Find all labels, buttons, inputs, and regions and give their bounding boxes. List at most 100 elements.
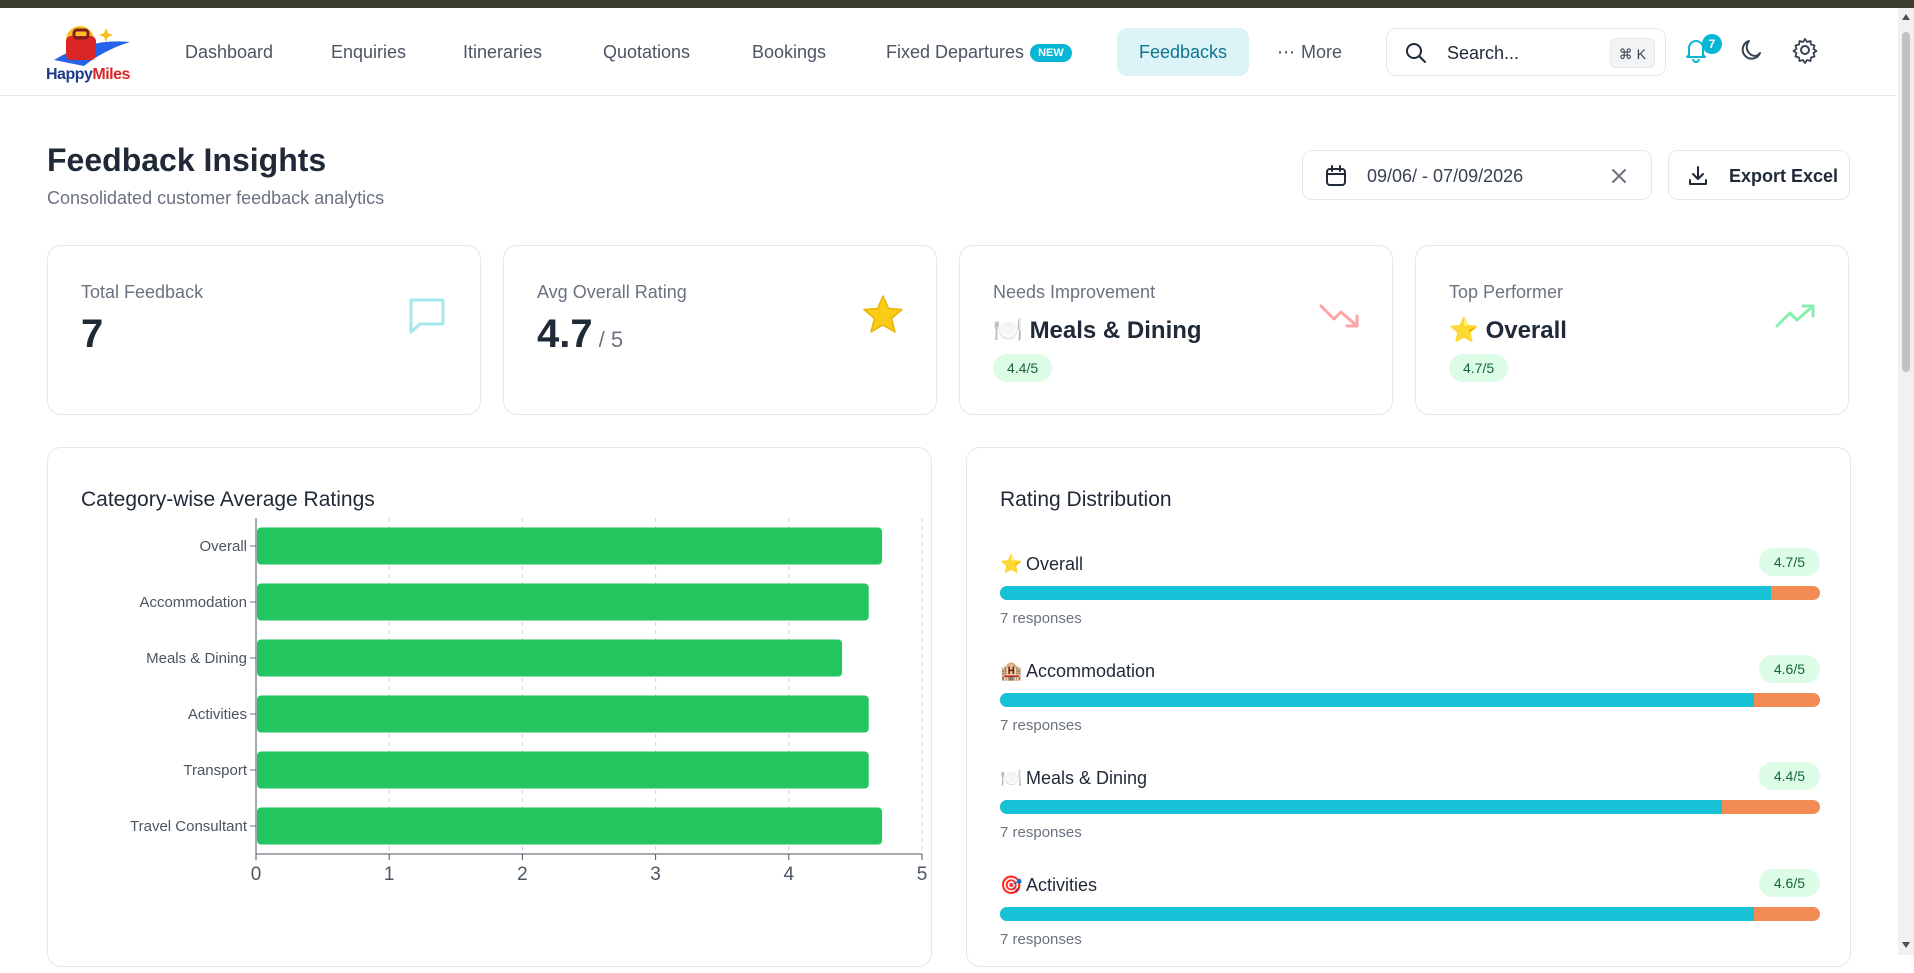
distribution-row-rating: 4.6/5 <box>1758 655 1820 683</box>
rating-distribution-panel: Rating Distribution ⭐ Overall 4.7/5 7 res… <box>966 447 1851 967</box>
chart-category-label: Transport <box>183 762 247 779</box>
category-ratings-panel: Category-wise Average Ratings Overall Acc… <box>47 447 932 967</box>
needs-improvement-card: Needs Improvement 🍽️ Meals & Dining 4.4/… <box>959 245 1393 415</box>
distribution-bar-fill <box>1000 586 1771 600</box>
notification-count-badge: 7 <box>1702 34 1722 54</box>
distribution-row-activities: 🎯 Activities 4.6/5 7 responses <box>1000 869 1820 973</box>
chart-x-tick-label: 2 <box>517 864 528 885</box>
export-excel-button[interactable]: Export Excel <box>1668 150 1850 200</box>
moon-icon <box>1741 40 1761 60</box>
distribution-row-name: 🍽️ Meals & Dining <box>1000 766 1147 790</box>
trending-down-icon <box>1319 304 1359 328</box>
nav-quotations[interactable]: Quotations <box>603 42 691 62</box>
nav-fixed-departures[interactable]: Fixed Departures NEW <box>864 28 1094 76</box>
more-dots-icon: ⋯ <box>1277 42 1295 62</box>
notifications-button[interactable] <box>1682 36 1714 68</box>
export-excel-label: Export Excel <box>1729 166 1839 186</box>
date-range-picker[interactable]: 09/06/ - 07/09/2026 <box>1302 150 1652 200</box>
category-ratings-title: Category-wise Average Ratings <box>81 488 375 511</box>
chart-x-tick-label: 5 <box>917 864 928 885</box>
dining-icon: 🍽️ <box>1000 768 1023 788</box>
avg-rating-value: 4.7/ 5 <box>537 312 623 357</box>
chart-bar <box>257 639 843 677</box>
nav-bookings[interactable]: Bookings <box>752 42 827 62</box>
chart-bar <box>257 583 869 621</box>
search-shortcut: ⌘ K <box>1609 38 1655 68</box>
distribution-row-responses: 7 responses <box>1000 717 1082 734</box>
needs-improvement-category-name: Meals & Dining <box>1029 317 1202 344</box>
top-star-icon: ⭐ <box>1449 317 1479 344</box>
chart-category-label: Accommodation <box>139 594 247 611</box>
message-square-icon <box>409 298 445 334</box>
window-top-strip <box>0 0 1914 8</box>
page-subtitle: Consolidated customer feedback analytics <box>47 188 385 208</box>
settings-button[interactable] <box>1791 36 1823 68</box>
total-feedback-label: Total Feedback <box>81 282 204 302</box>
category-ratings-chart: Overall Accommodation Meals & Dining Activi… <box>130 518 928 885</box>
nav-dashboard[interactable]: Dashboard <box>185 42 274 62</box>
distribution-row-rating: 4.4/5 <box>1758 762 1820 790</box>
search-placeholder: Search... <box>1447 43 1520 63</box>
scrollbar-thumb[interactable] <box>1902 32 1910 372</box>
distribution-row-rating: 4.7/5 <box>1758 548 1820 576</box>
nav-enquiries[interactable]: Enquiries <box>331 42 407 62</box>
star-icon <box>863 295 903 333</box>
total-feedback-value: 7 <box>81 312 104 356</box>
chart-x-tick-label: 0 <box>251 864 262 885</box>
top-navbar: HappyMiles Dashboard Enquiries Itinerari… <box>0 8 1896 96</box>
distribution-bar-fill <box>1000 800 1722 814</box>
distribution-row-responses: 7 responses <box>1000 610 1082 627</box>
chart-x-tick-label: 1 <box>384 864 395 885</box>
rating-distribution-title: Rating Distribution <box>1000 488 1172 511</box>
distribution-row-overall: ⭐ Overall 4.7/5 7 responses <box>1000 548 1820 652</box>
new-badge: NEW <box>1030 44 1072 63</box>
distribution-row-name: ⭐ Overall <box>1000 552 1083 576</box>
avg-rating-number: 4.7 <box>537 312 593 356</box>
gear-icon <box>1792 38 1818 64</box>
chart-bar <box>257 751 869 789</box>
top-performer-category-name: Overall <box>1485 317 1567 344</box>
distribution-row-label: Activities <box>1026 875 1098 895</box>
theme-toggle-button[interactable] <box>1737 36 1769 68</box>
distribution-row-rating: 4.6/5 <box>1758 869 1820 897</box>
avg-rating-label: Avg Overall Rating <box>537 282 687 302</box>
chart-bar <box>257 695 869 733</box>
clear-date-icon[interactable] <box>1611 168 1627 184</box>
nav-itineraries[interactable]: Itineraries <box>463 42 543 62</box>
nav-more[interactable]: ⋯ More <box>1255 28 1364 76</box>
dining-icon: 🍽️ <box>993 317 1023 344</box>
trending-up-icon <box>1775 304 1815 328</box>
hotel-icon: 🏨 <box>1000 661 1023 681</box>
chart-x-tick-label: 3 <box>650 864 661 885</box>
distribution-bar-fill <box>1000 907 1755 921</box>
top-performer-card: Top Performer ⭐ Overall 4.7/5 <box>1415 245 1849 415</box>
search-box[interactable]: Search... ⌘ K <box>1386 28 1666 76</box>
download-icon <box>1689 166 1707 185</box>
page-title: Feedback Insights <box>47 142 327 178</box>
date-range-value: 09/06/ - 07/09/2026 <box>1367 166 1524 186</box>
distribution-row-name: 🏨 Accommodation <box>1000 659 1155 683</box>
needs-improvement-rating: 4.4/5 <box>993 354 1053 382</box>
happymiles-logo[interactable] <box>44 20 136 90</box>
distribution-bar <box>1000 693 1820 707</box>
nav-more-label: More <box>1301 42 1343 62</box>
distribution-bar <box>1000 586 1820 600</box>
distribution-row-name: 🎯 Activities <box>1000 873 1097 897</box>
logo-suitcase-icon <box>54 26 130 66</box>
scroll-up-arrow-icon[interactable] <box>1902 14 1910 20</box>
needs-improvement-label: Needs Improvement <box>993 282 1156 302</box>
avg-rating-card: Avg Overall Rating 4.7/ 5 <box>503 245 937 415</box>
total-feedback-card: Total Feedback 7 <box>47 245 481 415</box>
top-performer-label: Top Performer <box>1449 282 1564 302</box>
page-scrollbar[interactable] <box>1898 8 1914 955</box>
chart-category-label: Activities <box>188 706 247 723</box>
chart-category-label: Travel Consultant <box>130 818 248 835</box>
overall-star-icon: ⭐ <box>1000 554 1023 574</box>
brand-name: HappyMiles <box>46 66 130 83</box>
distribution-row-responses: 7 responses <box>1000 931 1082 948</box>
needs-improvement-category: 🍽️ Meals & Dining <box>993 316 1202 345</box>
target-icon: 🎯 <box>1000 875 1023 895</box>
nav-feedbacks[interactable]: Feedbacks <box>1117 28 1250 76</box>
scroll-down-arrow-icon[interactable] <box>1902 942 1910 948</box>
distribution-row-responses: 7 responses <box>1000 824 1082 841</box>
